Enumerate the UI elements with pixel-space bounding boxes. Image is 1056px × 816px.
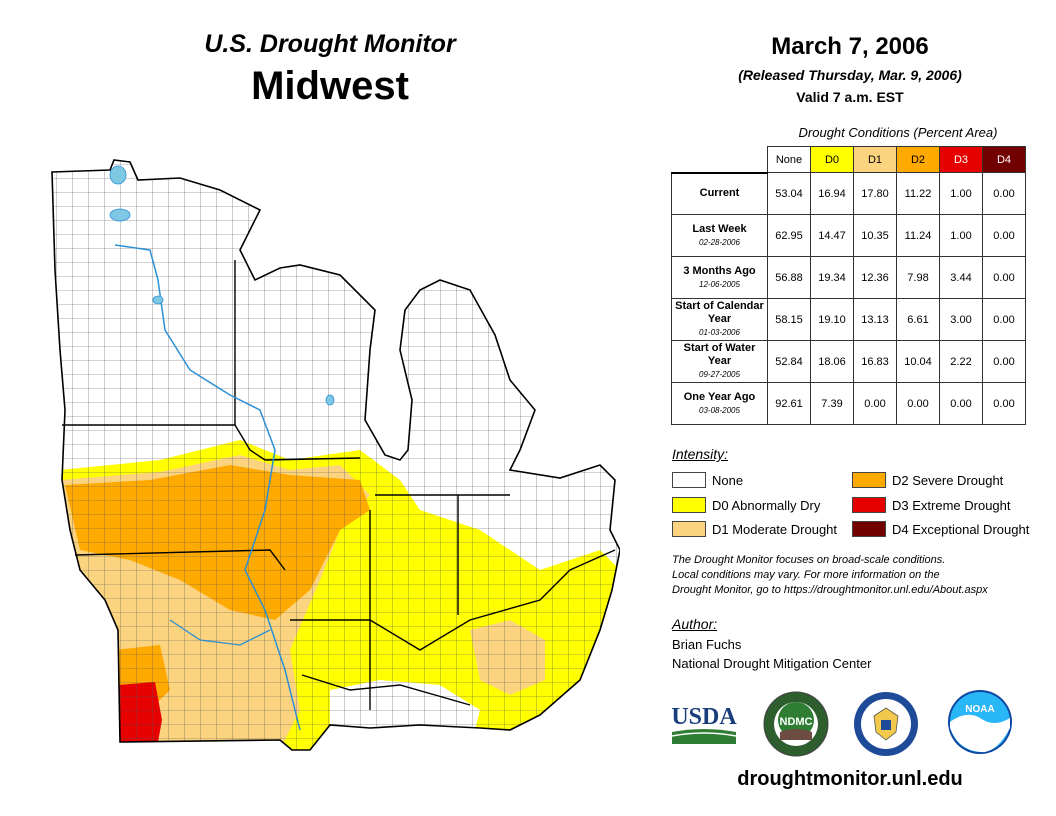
- cell-d3: 3.00: [939, 298, 983, 341]
- legend-item-d1: D1 Moderate Drought: [672, 521, 837, 537]
- author-title: Author:: [672, 616, 718, 632]
- cell-none: 52.84: [767, 340, 811, 383]
- table-corner: [671, 146, 768, 174]
- cell-d4: 0.00: [982, 214, 1026, 257]
- legend-swatch: [672, 472, 706, 488]
- legend-label: D2 Severe Drought: [892, 472, 1004, 488]
- commerce-seal-logo: [854, 692, 918, 756]
- col-d0: D0: [810, 146, 854, 173]
- table-caption: Drought Conditions (Percent Area): [798, 125, 998, 140]
- note-line: The Drought Monitor focuses on broad-sca…: [672, 554, 946, 566]
- cell-none: 56.88: [767, 256, 811, 299]
- cell-d2: 0.00: [896, 382, 940, 425]
- row-label: Start of Water Year 09-27-2005: [671, 340, 768, 383]
- cell-none: 53.04: [767, 172, 811, 215]
- table-row: One Year Ago 03-08-2005 92.61 7.39 0.00 0…: [671, 382, 1026, 425]
- cell-d0: 14.47: [810, 214, 854, 257]
- svg-text:NOAA: NOAA: [965, 704, 994, 715]
- col-d2: D2: [896, 146, 940, 173]
- cell-none: 62.95: [767, 214, 811, 257]
- row-label: Current: [671, 172, 768, 215]
- legend-item-none: None: [672, 472, 743, 488]
- cell-d4: 0.00: [982, 172, 1026, 215]
- cell-d2: 10.04: [896, 340, 940, 383]
- col-d4: D4: [982, 146, 1026, 173]
- cell-none: 92.61: [767, 382, 811, 425]
- cell-d1: 17.80: [853, 172, 897, 215]
- col-d1: D1: [853, 146, 897, 173]
- cell-d4: 0.00: [982, 340, 1026, 383]
- note-line: Drought Monitor, go to https://droughtmo…: [672, 584, 988, 596]
- cell-d3: 1.00: [939, 172, 983, 215]
- legend-swatch: [852, 497, 886, 513]
- legend-swatch: [852, 472, 886, 488]
- legend-swatch: [672, 497, 706, 513]
- cell-d4: 0.00: [982, 382, 1026, 425]
- legend-title: Intensity:: [672, 446, 729, 462]
- region-title: Midwest: [251, 64, 409, 108]
- cell-d3: 2.22: [939, 340, 983, 383]
- legend-item-d3: D3 Extreme Drought: [852, 497, 1011, 513]
- note-text: The Drought Monitor focuses on broad-sca…: [672, 553, 1042, 598]
- cell-d0: 19.34: [810, 256, 854, 299]
- svg-text:USDA: USDA: [671, 704, 737, 730]
- col-none: None: [767, 146, 811, 173]
- drought-conditions-table: None D0 D1 D2 D3 D4 Current 53.04 16.94 …: [671, 146, 1026, 425]
- cell-d3: 0.00: [939, 382, 983, 425]
- cell-d1: 13.13: [853, 298, 897, 341]
- noaa-logo: NOAA: [948, 690, 1012, 754]
- row-label: Start of Calendar Year 01-03-2006: [671, 298, 768, 341]
- program-title: U.S. Drought Monitor: [204, 30, 456, 58]
- cell-d2: 11.22: [896, 172, 940, 215]
- table-row: 3 Months Ago 12-06-2005 56.88 19.34 12.36…: [671, 256, 1026, 299]
- cell-d2: 6.61: [896, 298, 940, 341]
- table-row: Start of Water Year 09-27-2005 52.84 18.0…: [671, 340, 1026, 383]
- svg-text:NDMC: NDMC: [780, 716, 813, 728]
- cell-d0: 7.39: [810, 382, 854, 425]
- row-label: 3 Months Ago 12-06-2005: [671, 256, 768, 299]
- cell-d4: 0.00: [982, 256, 1026, 299]
- cell-d0: 16.94: [810, 172, 854, 215]
- usda-logo: USDA: [671, 704, 737, 744]
- legend-item-d4: D4 Exceptional Drought: [852, 521, 1029, 537]
- table-row: Current 53.04 16.94 17.80 11.22 1.00 0.0…: [671, 172, 1026, 215]
- cell-d2: 7.98: [896, 256, 940, 299]
- legend-label: D0 Abnormally Dry: [712, 497, 821, 513]
- valid-time: Valid 7 a.m. EST: [796, 89, 904, 105]
- legend-item-d0: D0 Abnormally Dry: [672, 497, 820, 513]
- cell-d1: 10.35: [853, 214, 897, 257]
- table-row: Last Week 02-28-2006 62.95 14.47 10.35 11…: [671, 214, 1026, 257]
- cell-none: 58.15: [767, 298, 811, 341]
- table-header-row: None D0 D1 D2 D3 D4: [671, 146, 1026, 174]
- cell-d2: 11.24: [896, 214, 940, 257]
- legend-label: D3 Extreme Drought: [892, 497, 1011, 513]
- cell-d4: 0.00: [982, 298, 1026, 341]
- author-org: National Drought Mitigation Center: [672, 656, 872, 671]
- cell-d1: 12.36: [853, 256, 897, 299]
- website-url[interactable]: droughtmonitor.unl.edu: [737, 768, 963, 790]
- ndmc-logo: NDMC: [763, 691, 829, 757]
- row-label: Last Week 02-28-2006: [671, 214, 768, 257]
- cell-d3: 3.44: [939, 256, 983, 299]
- author-name: Brian Fuchs: [672, 637, 742, 652]
- map-date: March 7, 2006: [771, 33, 929, 60]
- legend-label: None: [712, 472, 744, 488]
- col-d3: D3: [939, 146, 983, 173]
- legend-swatch: [672, 521, 706, 537]
- legend-swatch: [852, 521, 886, 537]
- row-label: One Year Ago 03-08-2005: [671, 382, 768, 425]
- cell-d1: 16.83: [853, 340, 897, 383]
- cell-d3: 1.00: [939, 214, 983, 257]
- table-row: Start of Calendar Year 01-03-2006 58.15 1…: [671, 298, 1026, 341]
- legend-item-d2: D2 Severe Drought: [852, 472, 1003, 488]
- cell-d0: 19.10: [810, 298, 854, 341]
- legend-label: D4 Exceptional Drought: [892, 521, 1030, 537]
- legend-label: D1 Moderate Drought: [712, 521, 838, 537]
- drought-map: [51, 159, 620, 751]
- cell-d0: 18.06: [810, 340, 854, 383]
- note-line: Local conditions may vary. For more info…: [672, 569, 940, 581]
- release-date: (Released Thursday, Mar. 9, 2006): [738, 67, 962, 83]
- cell-d1: 0.00: [853, 382, 897, 425]
